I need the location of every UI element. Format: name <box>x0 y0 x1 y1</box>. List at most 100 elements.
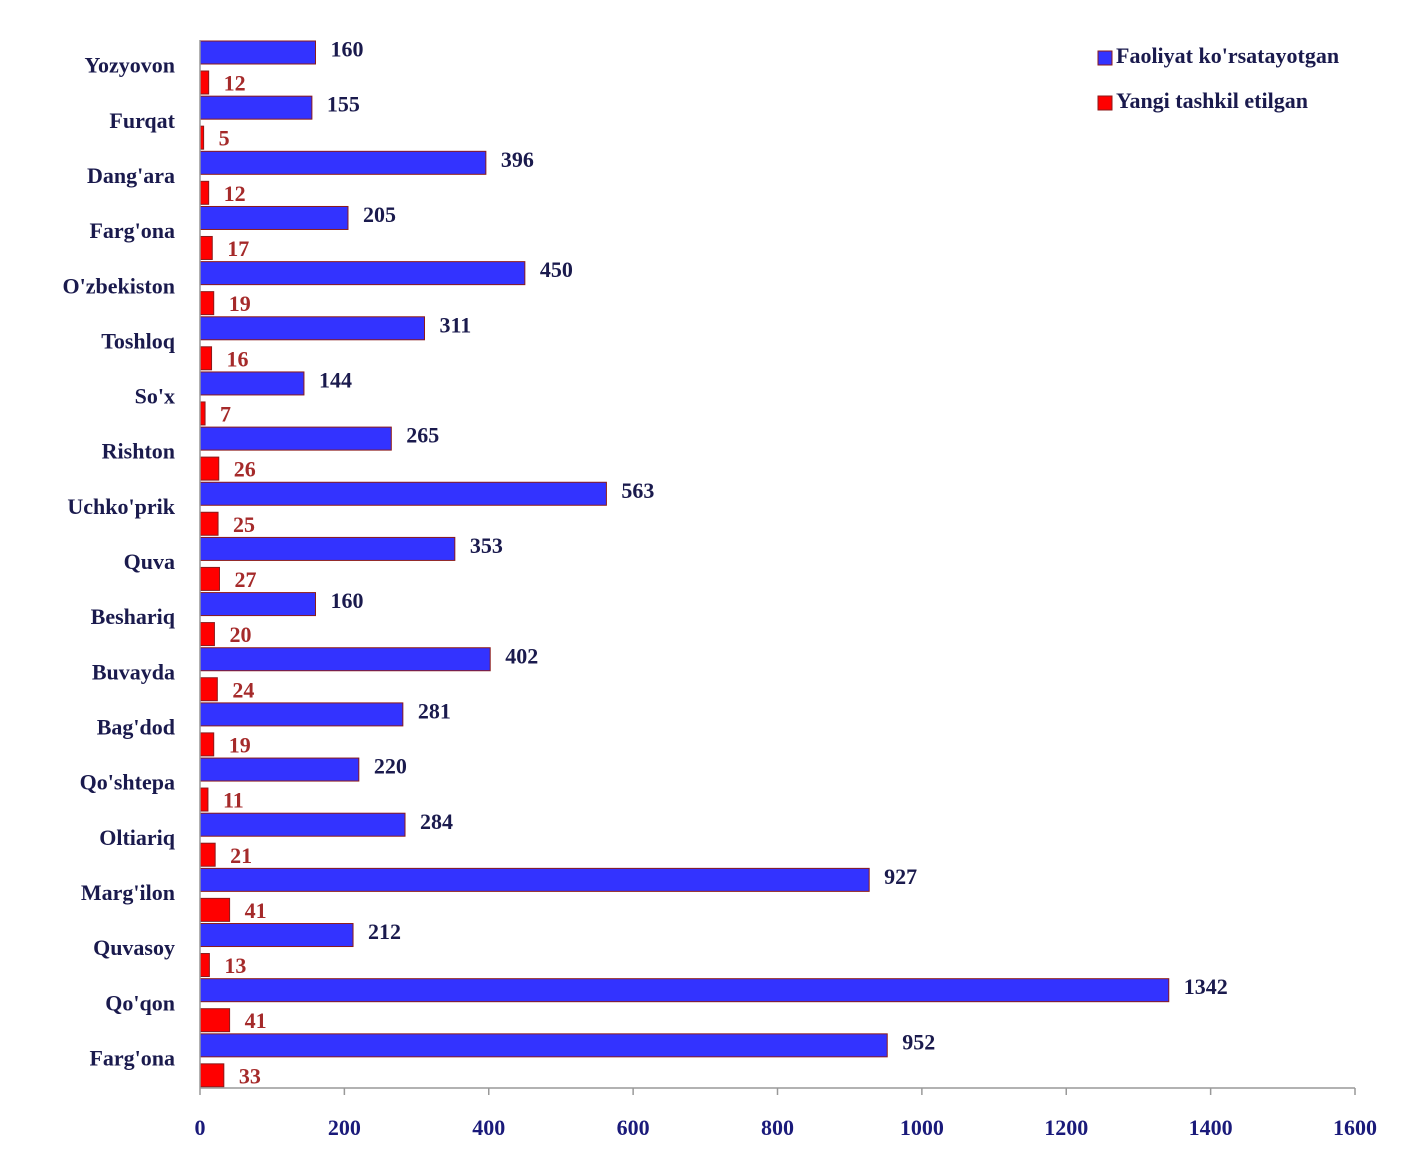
value-label: 402 <box>505 643 538 668</box>
x-tick-label: 0 <box>195 1115 206 1140</box>
bar <box>200 482 606 505</box>
value-label: 25 <box>233 512 255 537</box>
y-tick-label: Toshloq <box>101 328 176 353</box>
value-label: 27 <box>234 567 256 592</box>
value-label: 281 <box>418 698 451 723</box>
bar <box>200 427 391 450</box>
bar <box>200 537 455 560</box>
y-tick-label: Marg'ilon <box>81 880 175 905</box>
value-label: 7 <box>220 401 231 426</box>
value-label: 13 <box>224 953 246 978</box>
value-label: 563 <box>621 478 654 503</box>
y-tick-label: Quvasoy <box>93 935 175 960</box>
x-tick-label: 400 <box>472 1115 505 1140</box>
value-label: 160 <box>331 37 364 62</box>
value-label: 19 <box>229 732 251 757</box>
bar <box>200 292 214 315</box>
bar <box>200 1009 230 1032</box>
legend-swatch <box>1098 51 1112 65</box>
y-tick-label: Rishton <box>102 439 175 464</box>
bar <box>200 41 316 64</box>
legend-label: Faoliyat ko'rsatayotgan <box>1116 43 1339 68</box>
bar <box>200 372 304 395</box>
value-label: 41 <box>245 898 267 923</box>
bar <box>200 979 1169 1002</box>
bar <box>200 71 209 94</box>
value-label: 5 <box>219 126 230 151</box>
value-label: 212 <box>368 919 401 944</box>
y-tick-label: Buvayda <box>92 659 175 684</box>
x-tick-label: 1000 <box>900 1115 944 1140</box>
bar <box>200 868 869 891</box>
x-tick-label: 1600 <box>1333 1115 1377 1140</box>
y-tick-label: Furqat <box>109 108 175 133</box>
value-label: 396 <box>501 147 534 172</box>
y-tick-label: O'zbekiston <box>63 273 175 298</box>
bar <box>200 678 217 701</box>
x-tick-label: 1400 <box>1189 1115 1233 1140</box>
bar <box>200 206 348 229</box>
x-tick-label: 800 <box>761 1115 794 1140</box>
bar <box>200 512 218 535</box>
value-label: 16 <box>227 346 249 371</box>
value-label: 927 <box>884 864 917 889</box>
bar <box>200 317 425 340</box>
bar <box>200 623 214 646</box>
value-label: 160 <box>331 588 364 613</box>
bar <box>200 402 205 425</box>
value-label: 1342 <box>1184 974 1228 999</box>
y-tick-label: Quva <box>124 549 175 574</box>
bar <box>200 843 215 866</box>
value-label: 353 <box>470 533 503 558</box>
bar <box>200 813 405 836</box>
bar <box>200 1064 224 1087</box>
value-label: 11 <box>223 788 244 813</box>
y-tick-label: Farg'ona <box>89 218 175 243</box>
value-label: 265 <box>406 423 439 448</box>
value-label: 20 <box>229 622 251 647</box>
value-label: 33 <box>239 1063 261 1088</box>
bar <box>200 96 312 119</box>
y-tick-label: Yozyovon <box>85 53 175 78</box>
value-label: 450 <box>540 257 573 282</box>
x-tick-label: 1200 <box>1044 1115 1088 1140</box>
x-tick-label: 200 <box>328 1115 361 1140</box>
y-tick-label: Oltiariq <box>99 825 176 850</box>
value-label: 284 <box>420 809 453 834</box>
y-tick-label: Dang'ara <box>87 163 175 188</box>
y-tick-label: Qo'shtepa <box>80 770 175 795</box>
bar <box>200 758 359 781</box>
value-label: 24 <box>232 677 254 702</box>
bar <box>200 151 486 174</box>
y-tick-label: Farg'ona <box>89 1045 175 1070</box>
chart: Yozyovon16012Furqat1555Dang'ara39612Farg… <box>0 0 1410 1167</box>
y-tick-label: Bag'dod <box>97 715 175 740</box>
legend-swatch <box>1098 96 1112 110</box>
bar <box>200 648 490 671</box>
value-label: 41 <box>245 1008 267 1033</box>
bar <box>200 788 208 811</box>
bar <box>200 898 230 921</box>
value-label: 26 <box>234 457 256 482</box>
y-tick-label: So'x <box>135 384 175 409</box>
bar <box>200 733 214 756</box>
value-label: 21 <box>230 843 252 868</box>
value-label: 311 <box>440 312 472 337</box>
value-label: 19 <box>229 291 251 316</box>
bar <box>200 347 212 370</box>
x-tick-label: 600 <box>617 1115 650 1140</box>
value-label: 144 <box>319 367 352 392</box>
value-label: 952 <box>902 1029 935 1054</box>
bar <box>200 262 525 285</box>
bar <box>200 567 219 590</box>
bar <box>200 1034 887 1057</box>
bar <box>200 703 403 726</box>
bar <box>200 593 316 616</box>
y-tick-label: Beshariq <box>91 604 176 629</box>
value-label: 17 <box>227 236 249 261</box>
legend-label: Yangi tashkil etilgan <box>1116 88 1308 113</box>
bar <box>200 236 212 259</box>
bar <box>200 457 219 480</box>
value-label: 12 <box>224 71 246 96</box>
bar <box>200 181 209 204</box>
